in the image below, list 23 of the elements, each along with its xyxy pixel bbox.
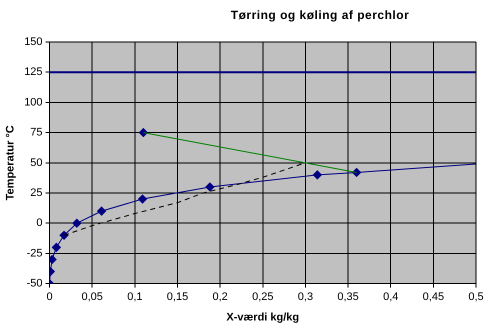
x-axis-title: X-værdi kg/kg xyxy=(226,311,300,324)
x-tick-label: 0,4 xyxy=(383,291,398,304)
y-tick-label: 100 xyxy=(24,96,43,108)
x-tick-label: 0,15 xyxy=(166,291,188,304)
y-tick-label: 125 xyxy=(24,66,43,78)
y-axis-title: Temperatur °C xyxy=(4,125,17,200)
x-tick-label: 0,05 xyxy=(81,291,103,304)
x-tick-label: 0,45 xyxy=(422,291,444,304)
y-tick-label: -50 xyxy=(26,278,43,290)
x-tick-label: 0 xyxy=(46,291,53,304)
x-tick-label: 0,35 xyxy=(337,291,359,304)
x-tick-label: 0,1 xyxy=(127,291,142,304)
y-tick-label: 25 xyxy=(30,187,43,200)
chart-title: Tørring og køling af perchlor xyxy=(230,8,410,22)
y-tick-label: 0 xyxy=(36,217,43,230)
y-tick-label: 50 xyxy=(30,156,43,169)
x-tick-label: 0,3 xyxy=(298,291,314,304)
y-tick-label: 75 xyxy=(30,126,43,139)
x-tick-label: 0,5 xyxy=(468,291,484,304)
y-tick-label: 150 xyxy=(24,36,43,48)
x-tick-label: 0,2 xyxy=(212,291,228,304)
y-tick-label: -25 xyxy=(26,247,43,260)
x-tick-label: 0,25 xyxy=(252,291,274,304)
